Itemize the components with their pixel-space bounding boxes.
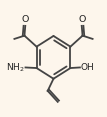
Text: OH: OH [80, 63, 94, 72]
Text: O: O [21, 15, 28, 24]
Text: NH$_2$: NH$_2$ [6, 61, 25, 74]
Text: O: O [79, 15, 86, 24]
